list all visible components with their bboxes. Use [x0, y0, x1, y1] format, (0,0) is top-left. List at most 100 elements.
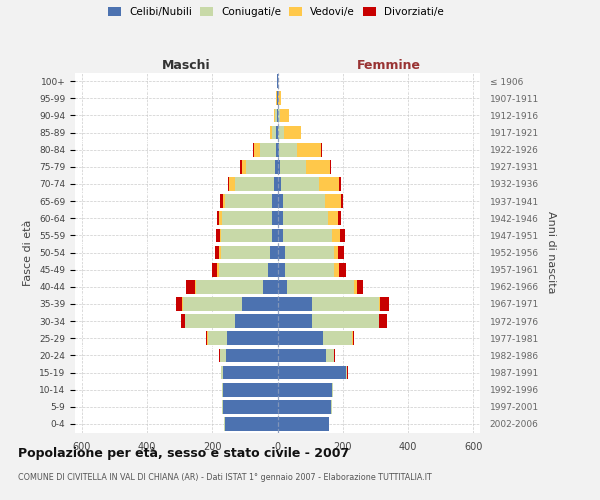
Bar	[223, 383, 277, 396]
Legend: Celibi/Nubili, Coniugati/e, Vedovi/e, Divorziati/e: Celibi/Nubili, Coniugati/e, Vedovi/e, Di…	[104, 2, 448, 21]
Bar	[334, 348, 335, 362]
Bar	[277, 160, 280, 173]
Bar	[277, 366, 346, 380]
Text: Femmine: Femmine	[357, 58, 421, 71]
Bar	[283, 194, 325, 208]
Bar	[196, 280, 263, 293]
Bar	[219, 263, 268, 276]
Bar	[254, 143, 260, 156]
Bar	[222, 383, 223, 396]
Bar	[220, 348, 226, 362]
Bar	[319, 177, 339, 191]
Bar	[206, 332, 207, 345]
Bar	[235, 177, 274, 191]
Text: COMUNE DI CIVITELLA IN VAL DI CHIANA (AR) - Dati ISTAT 1° gennaio 2007 - Elabora: COMUNE DI CIVITELLA IN VAL DI CHIANA (AR…	[18, 472, 432, 482]
Bar	[182, 297, 183, 311]
Bar	[272, 126, 276, 140]
Bar	[277, 332, 323, 345]
Bar	[183, 297, 242, 311]
Bar	[278, 92, 281, 105]
Bar	[276, 143, 277, 156]
Bar	[380, 297, 389, 311]
Bar	[240, 160, 242, 173]
Bar	[263, 280, 277, 293]
Bar	[181, 314, 185, 328]
Bar	[246, 160, 275, 173]
Bar	[224, 417, 277, 431]
Bar	[223, 366, 277, 380]
Bar	[341, 194, 343, 208]
Bar	[277, 212, 283, 225]
Bar	[354, 280, 357, 293]
Bar	[222, 212, 272, 225]
Bar	[321, 143, 322, 156]
Bar	[223, 400, 277, 413]
Bar	[339, 177, 341, 191]
Bar	[277, 263, 286, 276]
Bar	[269, 126, 272, 140]
Bar	[277, 280, 287, 293]
Bar	[297, 143, 321, 156]
Bar	[275, 108, 277, 122]
Bar	[221, 246, 271, 260]
Bar	[284, 246, 334, 260]
Bar	[272, 212, 277, 225]
Bar	[225, 194, 272, 208]
Bar	[187, 280, 194, 293]
Bar	[176, 297, 182, 311]
Bar	[346, 366, 347, 380]
Bar	[223, 194, 225, 208]
Bar	[220, 246, 221, 260]
Bar	[274, 177, 277, 191]
Bar	[226, 348, 277, 362]
Bar	[353, 332, 354, 345]
Bar	[283, 212, 328, 225]
Bar	[208, 332, 227, 345]
Bar	[277, 246, 284, 260]
Bar	[272, 194, 277, 208]
Bar	[220, 194, 223, 208]
Bar	[332, 383, 333, 396]
Bar	[221, 228, 272, 242]
Bar	[284, 126, 301, 140]
Bar	[217, 212, 220, 225]
Bar	[260, 143, 276, 156]
Bar	[379, 314, 386, 328]
Bar	[312, 297, 379, 311]
Bar	[278, 108, 280, 122]
Bar	[352, 332, 353, 345]
Bar	[277, 228, 283, 242]
Bar	[332, 228, 340, 242]
Bar	[277, 108, 278, 122]
Bar	[357, 280, 363, 293]
Bar	[277, 400, 331, 413]
Bar	[216, 228, 220, 242]
Bar	[220, 212, 222, 225]
Y-axis label: Fasce di età: Fasce di età	[23, 220, 34, 286]
Bar	[283, 228, 332, 242]
Bar	[235, 314, 277, 328]
Bar	[340, 228, 346, 242]
Bar	[268, 263, 277, 276]
Bar	[326, 348, 334, 362]
Bar	[338, 246, 344, 260]
Bar	[227, 332, 277, 345]
Bar	[242, 297, 277, 311]
Bar	[185, 314, 235, 328]
Bar	[330, 160, 331, 173]
Bar	[212, 263, 217, 276]
Text: Popolazione per età, sesso e stato civile - 2007: Popolazione per età, sesso e stato civil…	[18, 448, 349, 460]
Bar	[276, 126, 277, 140]
Bar	[277, 143, 279, 156]
Bar	[287, 280, 354, 293]
Bar	[277, 314, 312, 328]
Bar	[194, 280, 196, 293]
Bar	[272, 228, 277, 242]
Bar	[323, 332, 352, 345]
Bar	[280, 108, 289, 122]
Bar	[274, 108, 275, 122]
Bar	[312, 314, 379, 328]
Bar	[379, 297, 380, 311]
Bar	[207, 332, 208, 345]
Bar	[279, 143, 297, 156]
